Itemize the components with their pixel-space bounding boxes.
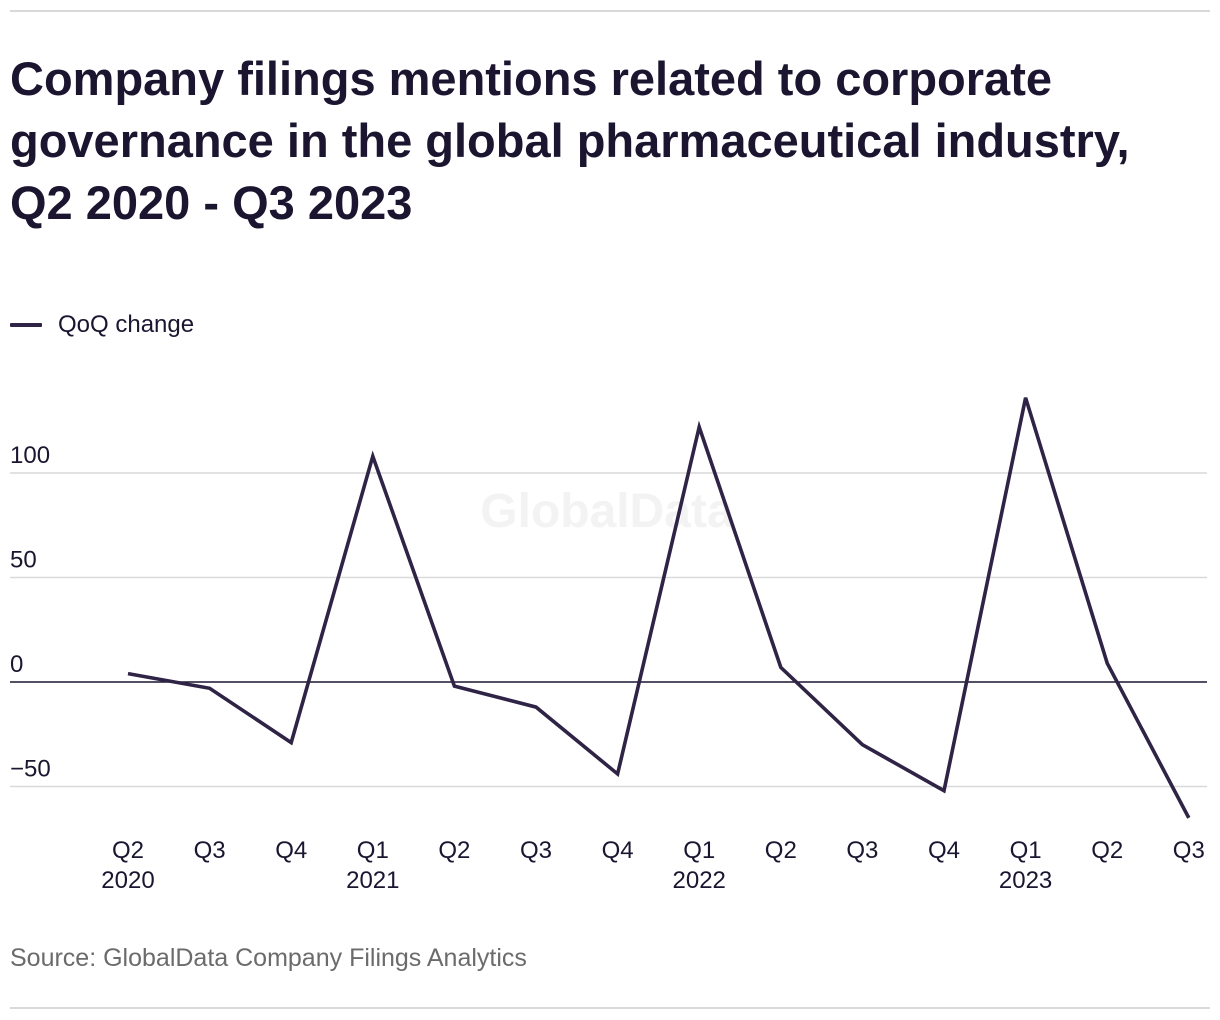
watermark-logo: GlobalData: [480, 485, 734, 538]
series-line-qoq-change: [127, 397, 1191, 819]
x-tick-label: Q4: [928, 837, 960, 864]
x-year-label: 2022: [673, 867, 726, 894]
legend-label: QoQ change: [58, 311, 195, 338]
x-tick-label: Q1: [683, 837, 715, 864]
y-tick-label: 100: [10, 442, 50, 469]
x-tick-label: Q2: [438, 837, 470, 864]
x-year-label: 2021: [346, 867, 399, 894]
bottom-divider: [10, 1007, 1210, 1009]
legend-line-swatch: [10, 323, 42, 327]
x-tick-label: Q1: [357, 837, 389, 864]
chart-title: Company filings mentions related to corp…: [10, 52, 1130, 229]
top-divider: [10, 10, 1210, 12]
x-tick-label: Q2: [1091, 837, 1123, 864]
y-tick-label: 0: [10, 651, 23, 678]
series-layer: [127, 397, 1191, 819]
x-tick-label: Q3: [846, 837, 878, 864]
x-year-label: 2020: [101, 867, 154, 894]
x-tick-label: Q3: [1173, 837, 1205, 864]
x-tick-label: Q4: [602, 837, 634, 864]
legend: QoQ change: [10, 311, 194, 339]
y-tick-label: −50: [10, 756, 51, 783]
y-tick-label: 50: [10, 547, 37, 574]
x-tick-label: Q2: [112, 837, 144, 864]
x-tick-label: Q2: [765, 837, 797, 864]
source-note: Source: GlobalData Company Filings Analy…: [10, 944, 527, 972]
y-axis-ticks: 100 50 0 −50: [10, 442, 51, 783]
x-tick-label: Q1: [1010, 837, 1042, 864]
x-tick-label: Q4: [275, 837, 307, 864]
grid-lines: [10, 472, 1207, 788]
x-year-label: 2023: [999, 867, 1052, 894]
x-tick-label: Q3: [194, 837, 226, 864]
x-tick-label: Q3: [520, 837, 552, 864]
x-axis-ticks: Q2 2020 Q3 Q4 Q1 2021 Q2 Q3 Q4 Q1 2022 Q2 Q3 Q4 Q1 2023…: [101, 837, 1205, 894]
